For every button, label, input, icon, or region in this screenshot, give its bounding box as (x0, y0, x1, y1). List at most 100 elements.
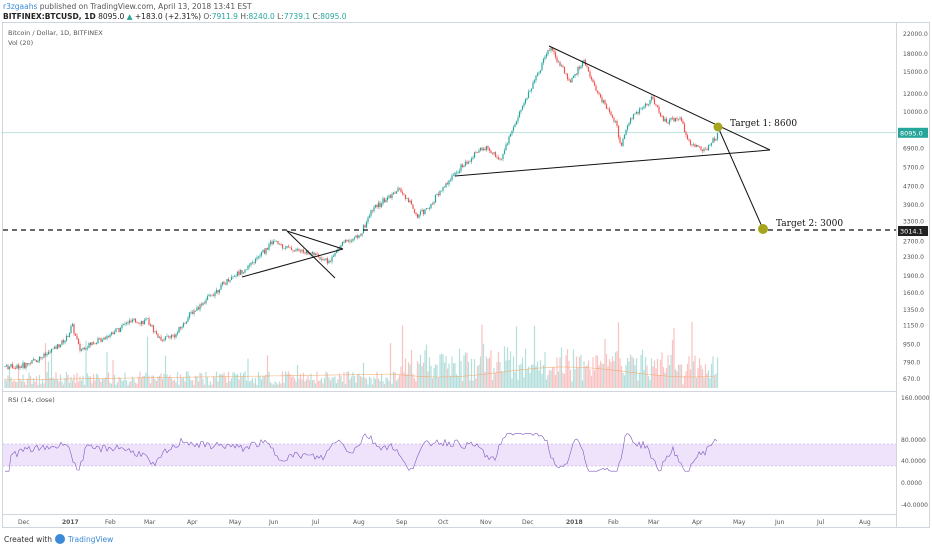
triangle-lower-trendline[interactable] (241, 248, 344, 278)
volume-bar (61, 381, 63, 388)
time-axis-tick: Dec (522, 519, 534, 526)
volume-bar (664, 372, 666, 388)
volume-bar (10, 377, 12, 388)
candle-body (269, 241, 272, 245)
target1-marker[interactable] (713, 122, 723, 132)
price-axis-tick: 2300.0 (903, 254, 924, 261)
volume-bar (379, 380, 381, 388)
price-axis-tick: 1350.0 (903, 307, 924, 314)
volume-bar (263, 376, 266, 388)
lower-support-trendline[interactable] (454, 149, 771, 177)
volume-bar (701, 369, 704, 388)
volume-bar (589, 369, 591, 388)
volume-bar (293, 378, 296, 388)
volume-bar (332, 377, 335, 388)
candle-body (586, 65, 588, 67)
candle-body (4, 366, 6, 367)
candle-body (641, 107, 644, 109)
volume-bar (460, 360, 462, 388)
candle-body (13, 367, 15, 369)
candle-body (26, 363, 29, 365)
volume-bar (365, 378, 368, 388)
candle-body (635, 111, 638, 114)
triangle-upper-trendline[interactable] (286, 230, 344, 250)
target2-label: Target 2: 3000 (776, 219, 843, 229)
volume-bar (308, 380, 311, 388)
candle-body (121, 324, 123, 329)
candle-body (32, 359, 35, 361)
candle-body (478, 150, 480, 153)
tradingview-brand[interactable]: TradingView (67, 534, 114, 544)
candle-body (65, 335, 68, 341)
author-link[interactable]: r3zgaahs (3, 2, 38, 11)
candle-body (83, 347, 86, 350)
trendline-drawings[interactable]: Target 1: 8600 Target 2: 3000 (3, 45, 896, 279)
candle-body (359, 235, 362, 236)
candle-body (94, 343, 96, 345)
candle-body (257, 256, 260, 258)
price-axis-frame[interactable] (896, 22, 930, 528)
candle-body (683, 123, 686, 132)
volume-bar (356, 374, 359, 388)
candle-body (241, 270, 243, 274)
candle-body (152, 325, 155, 332)
candle-body (262, 249, 264, 252)
volume-bar (473, 359, 476, 388)
volume-bars (4, 321, 719, 388)
volume-bar (604, 338, 606, 388)
volume-bar (572, 349, 575, 388)
candle-body (53, 346, 56, 349)
price-axis-tick: 3300.0 (903, 218, 924, 225)
candle-body (679, 117, 681, 120)
volume-bar (310, 373, 312, 388)
candle-body (691, 144, 693, 146)
change-up-icon: ▲ (126, 12, 133, 21)
volume-bar (706, 373, 708, 388)
triangle-inner-line[interactable] (286, 230, 336, 279)
price-axis-tick: 3900.0 (903, 202, 924, 209)
volume-bar (469, 380, 471, 388)
candle-body (533, 80, 536, 83)
high-label: H: (240, 12, 249, 21)
upper-resistance-trendline[interactable] (548, 45, 771, 151)
candle-body (10, 364, 12, 367)
volume-bar (262, 376, 264, 388)
volume-bar (622, 372, 624, 388)
candle-body (491, 153, 494, 154)
candle-body (140, 320, 143, 325)
candle-body (277, 240, 279, 245)
time-axis-tick: Mar (144, 519, 156, 526)
volume-bar (613, 360, 615, 388)
target2-marker[interactable] (758, 224, 768, 234)
volume-bar (425, 344, 428, 388)
candle-body (494, 152, 497, 157)
price-axis-tick: 6900.0 (903, 146, 924, 153)
volume-bar (58, 381, 60, 388)
candle-body (364, 225, 366, 228)
candle-body (487, 146, 489, 149)
candle-body (464, 161, 467, 166)
candle-body (80, 349, 83, 351)
candle-body (407, 198, 410, 203)
candle-body (263, 249, 266, 254)
volume-bar (634, 365, 636, 388)
candle-body (368, 215, 371, 218)
close-value: 8095.0 (320, 12, 347, 21)
candle-body (154, 331, 156, 333)
candle-body (571, 78, 573, 83)
volume-bar (31, 383, 33, 388)
candle-body (470, 158, 473, 162)
candle-body (302, 249, 305, 253)
candle-body (86, 347, 89, 349)
candle-body (638, 108, 641, 114)
candle-body (316, 253, 318, 255)
candle-body (608, 108, 611, 112)
projection-line[interactable] (717, 126, 764, 230)
candle-body (256, 257, 258, 260)
volume-bar (50, 352, 53, 388)
candle-body (311, 252, 314, 254)
volume-bar (259, 376, 261, 388)
candle-body (476, 152, 479, 153)
volume-bar (323, 378, 326, 388)
